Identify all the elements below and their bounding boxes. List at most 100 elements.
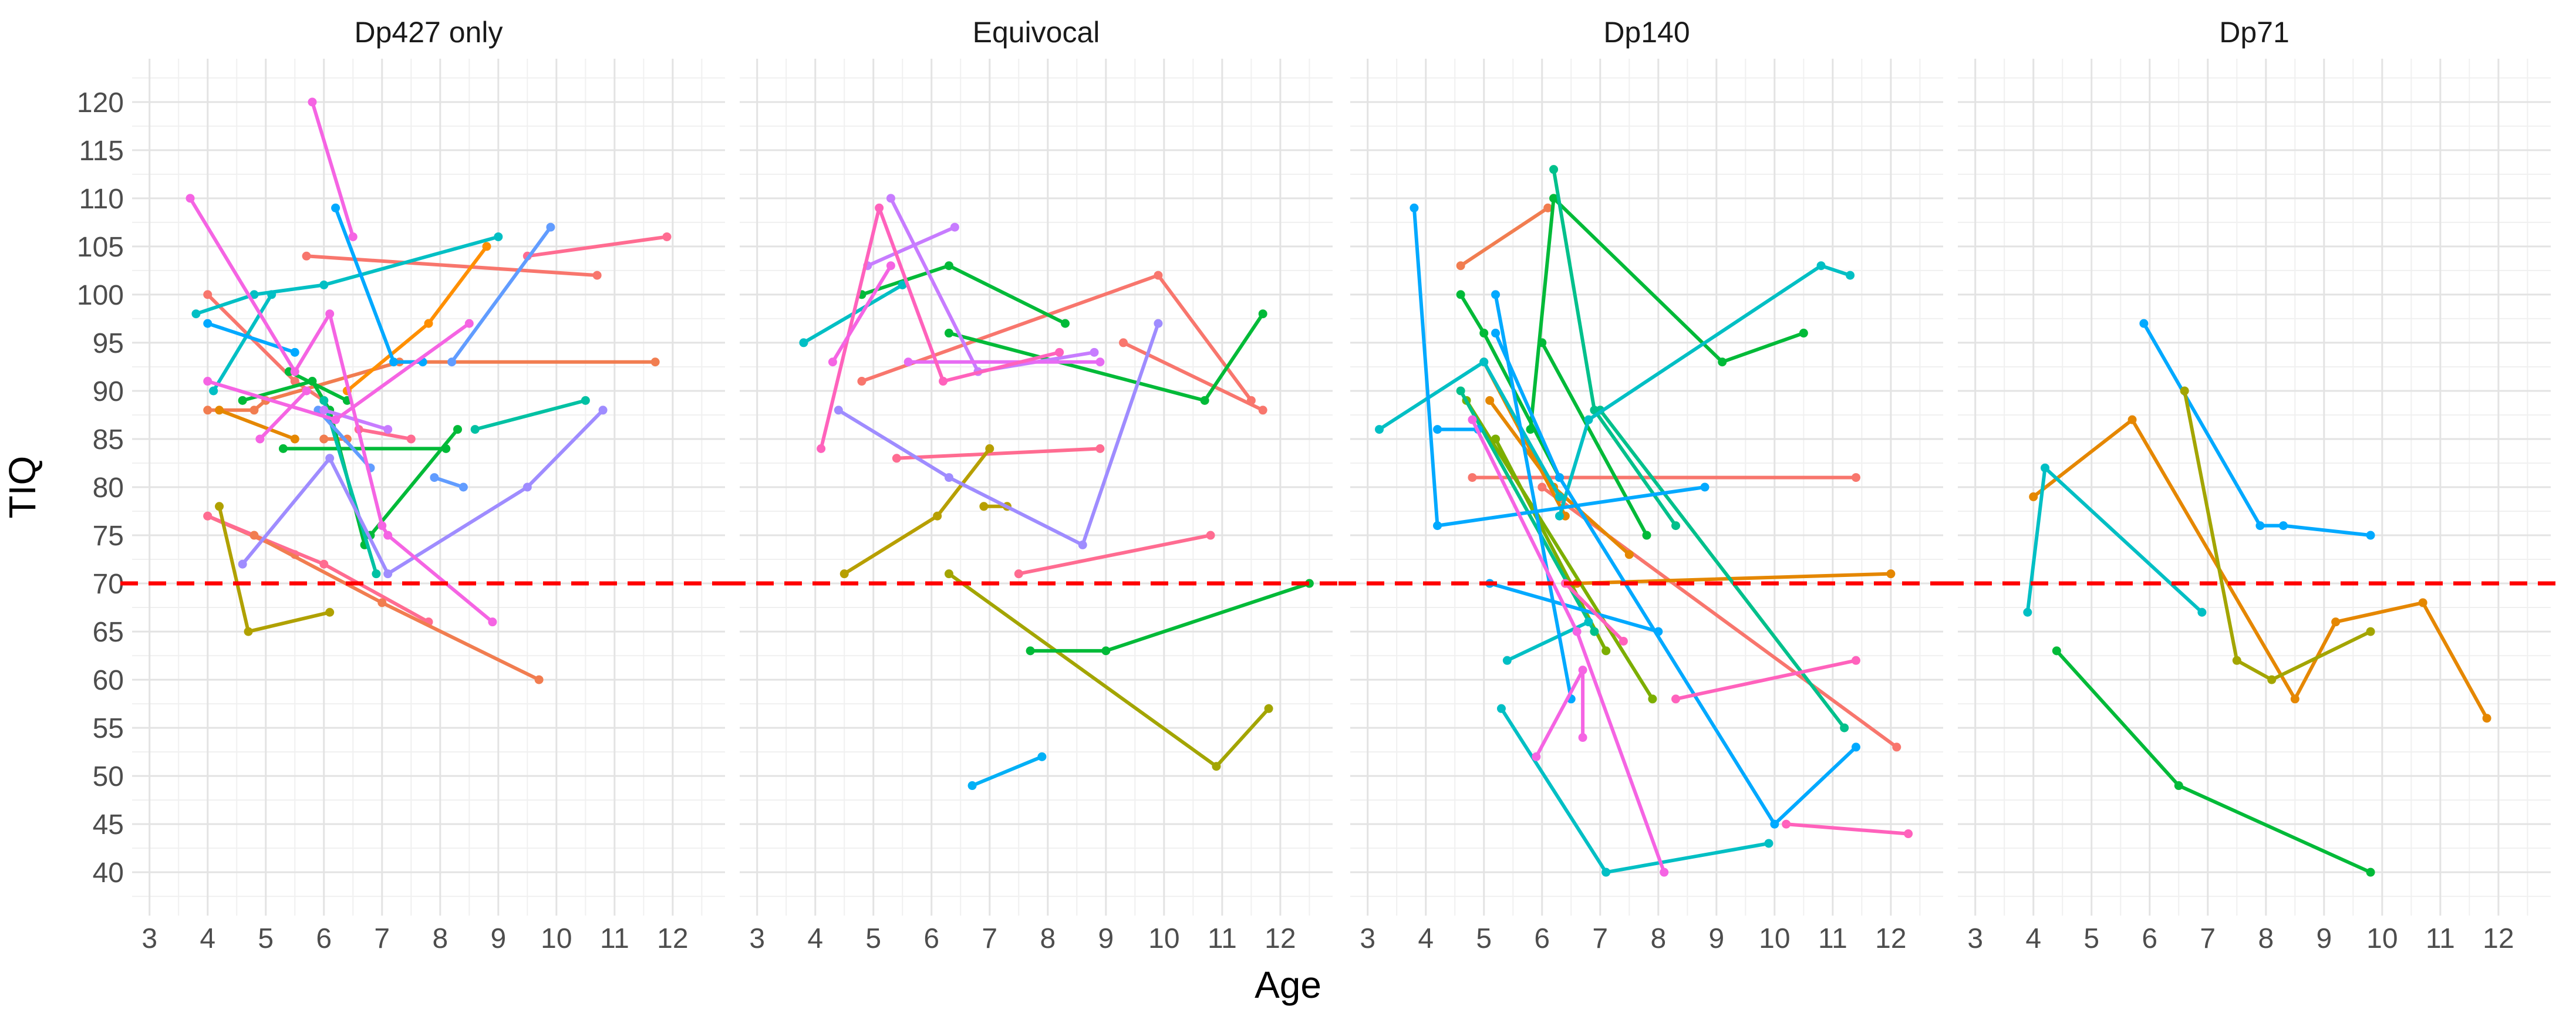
data-point <box>1851 473 1860 482</box>
series <box>1491 329 1860 829</box>
series-line <box>947 572 1271 768</box>
data-point <box>1543 203 1553 212</box>
data-point <box>2029 492 2038 501</box>
series-line <box>217 408 297 441</box>
data-point <box>2279 521 2288 531</box>
y-tick-label: 90 <box>93 376 124 407</box>
data-point <box>255 434 265 444</box>
series-line <box>258 389 309 441</box>
data-point <box>191 309 201 319</box>
series <box>203 511 433 627</box>
data-point <box>1642 531 1651 540</box>
data-point <box>1090 347 1099 357</box>
data-point <box>203 377 213 386</box>
series-line <box>2142 322 2372 537</box>
series <box>1026 579 1314 656</box>
x-tick-label: 6 <box>923 923 939 954</box>
data-point <box>1555 511 1564 521</box>
data-point <box>1601 646 1611 656</box>
series-line <box>1598 408 1846 730</box>
y-tick-label: 85 <box>93 424 124 455</box>
data-point <box>1549 165 1559 174</box>
data-point <box>1584 415 1593 424</box>
data-point <box>1456 290 1465 299</box>
data-point <box>2366 627 2375 636</box>
data-point <box>325 309 335 319</box>
series <box>1410 203 1710 531</box>
series-line <box>1493 437 1608 653</box>
series <box>892 444 1105 463</box>
data-point <box>1578 666 1587 675</box>
series <box>255 386 311 444</box>
data-point <box>331 415 340 424</box>
data-point <box>950 222 959 232</box>
data-point <box>979 502 989 511</box>
data-point <box>377 521 387 531</box>
series <box>944 309 1267 405</box>
data-point <box>1485 396 1495 405</box>
series-line <box>2025 466 2204 615</box>
data-point <box>1037 752 1047 761</box>
series <box>430 473 468 492</box>
data-point <box>325 607 335 617</box>
data-point <box>2255 521 2265 531</box>
panel-title: Dp427 only <box>355 16 503 49</box>
x-tick-label: 10 <box>1759 923 1790 954</box>
data-point <box>319 434 329 444</box>
series-line <box>369 427 460 537</box>
data-point <box>522 482 532 492</box>
data-point <box>1479 357 1489 367</box>
data-point <box>2180 386 2189 396</box>
series-line <box>1784 822 1910 836</box>
data-point <box>1264 704 1273 713</box>
series <box>1375 357 1564 501</box>
data-point <box>278 444 288 453</box>
x-tick-label: 9 <box>1098 923 1114 954</box>
data-point <box>1410 203 1419 212</box>
series-line <box>311 100 355 239</box>
data-point <box>1101 646 1111 656</box>
data-point <box>2267 675 2277 684</box>
data-point <box>249 290 259 299</box>
x-tick-label: 11 <box>1818 923 1847 954</box>
data-point <box>1375 425 1384 434</box>
data-point <box>2127 415 2137 424</box>
data-point <box>2366 531 2375 540</box>
data-point <box>430 473 439 482</box>
data-point <box>267 290 277 299</box>
x-tick-label: 12 <box>657 923 688 954</box>
x-axis-title: Age <box>1255 964 1321 1006</box>
data-point <box>1549 194 1559 203</box>
series-line <box>1029 582 1311 653</box>
data-point <box>1584 617 1593 627</box>
x-tick-label: 3 <box>1967 923 1983 954</box>
data-point <box>1718 357 1727 367</box>
data-point <box>546 222 555 232</box>
data-point <box>244 627 253 636</box>
series <box>1433 425 1483 434</box>
data-point <box>1258 309 1267 319</box>
data-point <box>1671 521 1681 531</box>
data-point <box>1154 319 1163 328</box>
data-point <box>2197 607 2207 617</box>
series <box>203 319 474 424</box>
data-point <box>238 559 247 569</box>
x-tick-label: 10 <box>541 923 572 954</box>
data-point <box>817 444 826 453</box>
data-point <box>1154 271 1163 280</box>
data-point <box>886 261 895 271</box>
data-point <box>290 434 299 444</box>
data-point <box>534 675 544 684</box>
series <box>886 194 1099 376</box>
series <box>2052 646 2375 877</box>
data-point <box>1532 752 1541 761</box>
x-tick-label: 4 <box>2025 923 2041 954</box>
data-point <box>1555 492 1564 501</box>
data-point <box>1660 867 1669 877</box>
x-tick-label: 5 <box>865 923 881 954</box>
y-tick-label: 75 <box>93 521 124 552</box>
data-point <box>1026 646 1035 656</box>
series-line <box>473 399 588 431</box>
x-tick-label: 12 <box>2483 923 2514 954</box>
series <box>828 261 895 367</box>
